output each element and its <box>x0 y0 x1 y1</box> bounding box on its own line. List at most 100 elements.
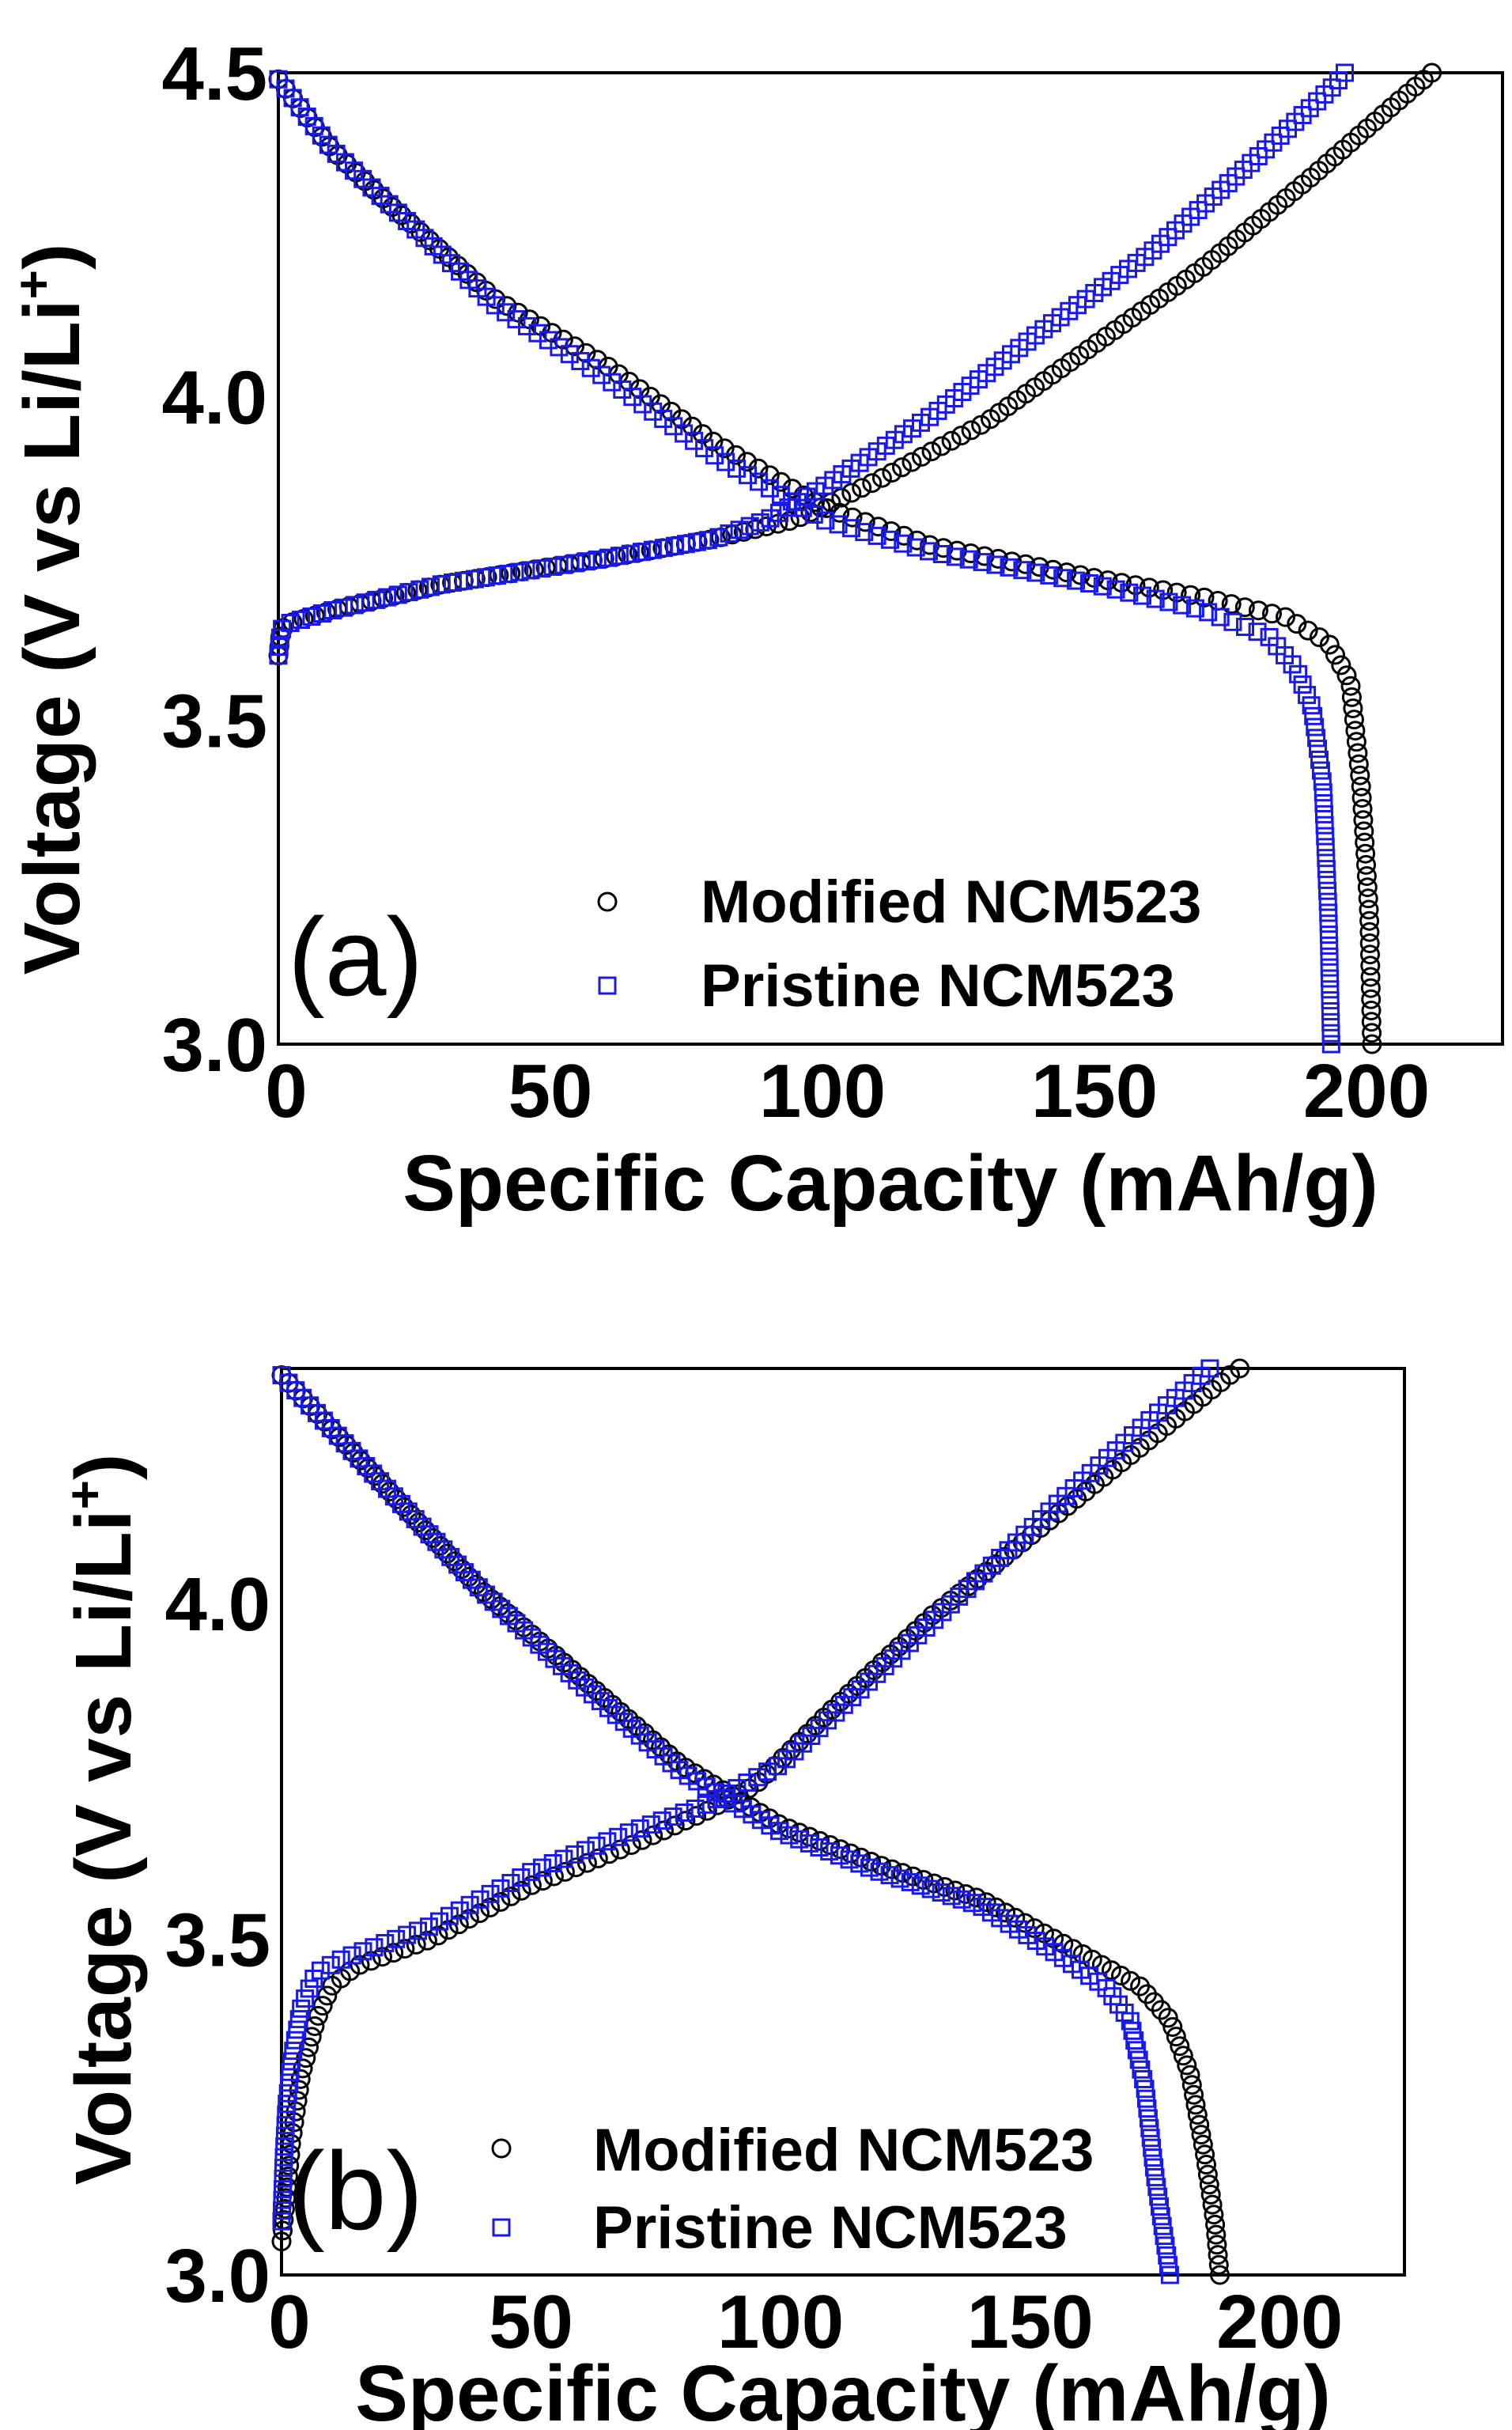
data-point-pristine-charge <box>440 1906 459 1925</box>
data-point-pristine-charge <box>443 573 462 592</box>
data-point-modified-discharge <box>1358 888 1378 909</box>
data-point-pristine-charge <box>663 1807 682 1826</box>
data-point-modified-charge <box>871 467 892 488</box>
data-point-modified-charge <box>902 452 922 472</box>
data-point-modified-discharge <box>816 498 837 518</box>
data-point-modified-discharge <box>1191 2125 1211 2145</box>
data-point-pristine-charge <box>676 535 695 554</box>
data-point-pristine-discharge <box>959 550 978 569</box>
data-point-pristine-charge <box>399 583 418 602</box>
data-point-pristine-discharge <box>1151 2207 1170 2226</box>
data-point-pristine-discharge <box>1153 2216 1172 2235</box>
data-point-pristine-charge <box>652 1811 671 1830</box>
data-point-pristine-charge <box>758 1762 777 1781</box>
data-point-pristine-discharge <box>894 534 913 553</box>
tick-labels-b: 0 50 100 150 200 3.0 3.5 4.0 <box>165 1562 1344 2364</box>
data-point-pristine-discharge <box>1321 1035 1340 1054</box>
y-tick-label: 3.0 <box>162 1003 267 1088</box>
data-point-pristine-discharge <box>1138 2099 1157 2118</box>
data-point-pristine-charge <box>533 1858 551 1877</box>
data-point-modified-charge <box>271 2231 292 2252</box>
data-point-modified-discharge <box>1200 2184 1221 2205</box>
data-point-modified-discharge <box>1353 810 1374 831</box>
data-point-pristine-discharge <box>1307 729 1326 748</box>
data-point-modified-charge <box>654 1820 674 1841</box>
data-point-pristine-charge <box>376 1934 395 1952</box>
data-point-pristine-discharge <box>1136 2080 1155 2099</box>
data-point-pristine-charge <box>565 1845 584 1864</box>
data-point-pristine-discharge <box>1321 1002 1340 1020</box>
data-point-modified-discharge <box>1362 1034 1382 1054</box>
data-point-pristine-charge <box>554 1849 573 1868</box>
data-point-pristine-charge <box>499 564 518 583</box>
data-point-pristine-charge <box>284 2042 303 2061</box>
data-point-modified-discharge <box>1195 2144 1215 2165</box>
legend-marker-pristine-b <box>492 2218 511 2237</box>
data-point-pristine-discharge <box>820 1842 839 1861</box>
data-point-modified-discharge <box>1351 788 1372 808</box>
data-point-pristine-charge <box>365 1938 384 1957</box>
data-point-pristine-discharge <box>1149 2187 1168 2206</box>
data-point-pristine-discharge <box>1211 608 1230 626</box>
data-point-pristine-charge <box>675 1804 694 1822</box>
data-point-pristine-discharge <box>793 498 812 517</box>
data-point-pristine-charge <box>282 2052 301 2071</box>
data-point-pristine-discharge <box>901 1872 920 1891</box>
data-point-modified-discharge <box>1202 2194 1223 2215</box>
data-point-pristine-charge <box>510 562 529 581</box>
data-point-pristine-charge <box>598 1832 617 1851</box>
data-point-modified-discharge <box>1111 1966 1131 1985</box>
data-point-modified-discharge <box>1189 2114 1210 2135</box>
data-point-modified-discharge <box>1208 2254 1229 2275</box>
data-point-pristine-charge <box>521 561 540 580</box>
data-point-pristine-charge <box>419 1917 438 1936</box>
data-point-pristine-discharge <box>868 526 886 545</box>
data-point-pristine-charge <box>588 551 607 569</box>
data-point-pristine-charge <box>285 2031 304 2050</box>
data-point-pristine-charge <box>698 531 717 550</box>
data-point-pristine-discharge <box>911 1876 930 1895</box>
data-point-modified-discharge <box>1185 2095 1206 2115</box>
data-point-modified-discharge <box>1352 799 1373 819</box>
data-point-pristine-charge <box>576 1841 595 1860</box>
y-axis-title-b: Voltage (V vs Li/Li+) <box>56 1454 148 2186</box>
y-axis-title-a-superscript: + <box>5 270 62 299</box>
data-point-modified-charge <box>921 441 942 462</box>
data-point-modified-discharge <box>1234 597 1255 618</box>
data-point-pristine-charge <box>466 570 484 589</box>
data-point-pristine-charge <box>481 1884 500 1903</box>
data-point-modified-charge <box>932 436 951 456</box>
data-point-modified-discharge <box>1336 665 1357 686</box>
chart-panel-b: 0 50 100 150 200 3.0 3.5 4.0 (b) Specific Capac… <box>56 1358 1406 2430</box>
data-point-modified-discharge <box>1359 899 1379 920</box>
data-point-modified-discharge <box>985 1897 1006 1917</box>
data-point-pristine-discharge <box>1283 655 1302 674</box>
data-point-pristine-discharge <box>946 547 965 566</box>
data-point-pristine-discharge <box>1125 2031 1144 2050</box>
data-point-modified-discharge <box>976 1892 996 1913</box>
data-point-pristine-charge <box>748 1768 767 1787</box>
data-point-modified-discharge <box>748 458 769 479</box>
data-point-pristine-charge <box>522 1863 541 1882</box>
data-point-modified-discharge <box>1360 967 1381 987</box>
data-point-modified-charge <box>417 1930 437 1951</box>
data-point-pristine-discharge <box>782 492 801 511</box>
data-point-pristine-discharge <box>1106 580 1125 599</box>
y-tick-label: 3.0 <box>165 2234 270 2318</box>
data-point-pristine-discharge <box>906 538 925 557</box>
data-point-modified-discharge <box>1005 1907 1026 1928</box>
data-point-pristine-charge <box>610 547 629 566</box>
data-point-pristine-charge <box>275 2126 294 2145</box>
data-point-pristine-charge <box>621 544 640 563</box>
data-point-pristine-charge <box>488 566 507 585</box>
data-point-modified-charge <box>273 2220 293 2241</box>
data-point-pristine-charge <box>312 604 331 623</box>
data-point-modified-discharge <box>1355 843 1376 864</box>
data-point-pristine-charge <box>276 2116 295 2135</box>
data-point-pristine-discharge <box>739 466 757 485</box>
data-point-pristine-discharge <box>986 555 1005 574</box>
data-point-pristine-discharge <box>1199 603 1218 622</box>
data-point-pristine-charge <box>630 1819 649 1838</box>
data-point-pristine-discharge <box>1236 618 1254 636</box>
data-point-pristine-charge <box>576 552 595 571</box>
